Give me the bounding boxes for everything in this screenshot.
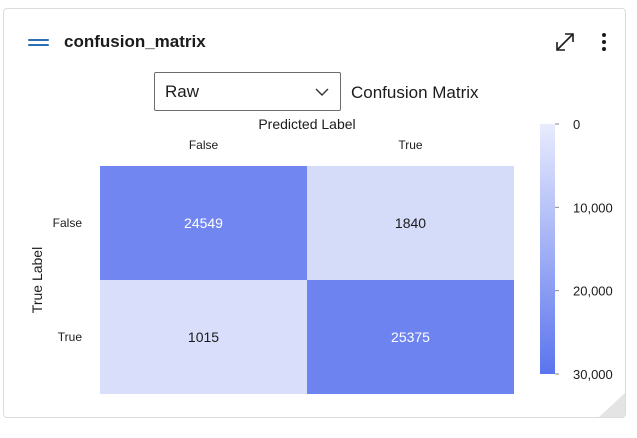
expand-icon[interactable] [553, 30, 577, 54]
hamburger-icon[interactable] [28, 39, 49, 47]
chevron-down-icon [315, 88, 329, 96]
dropdown-value: Raw [165, 82, 200, 101]
widget-title: confusion_matrix [64, 32, 206, 51]
mode-dropdown[interactable]: Raw [154, 72, 341, 111]
confusion-matrix-widget: confusion_matrix Raw Confusion Matrix [3, 8, 626, 418]
chart-heading: Confusion Matrix [351, 83, 479, 102]
more-vertical-icon[interactable] [594, 30, 614, 54]
resize-grip-icon[interactable] [599, 393, 625, 417]
